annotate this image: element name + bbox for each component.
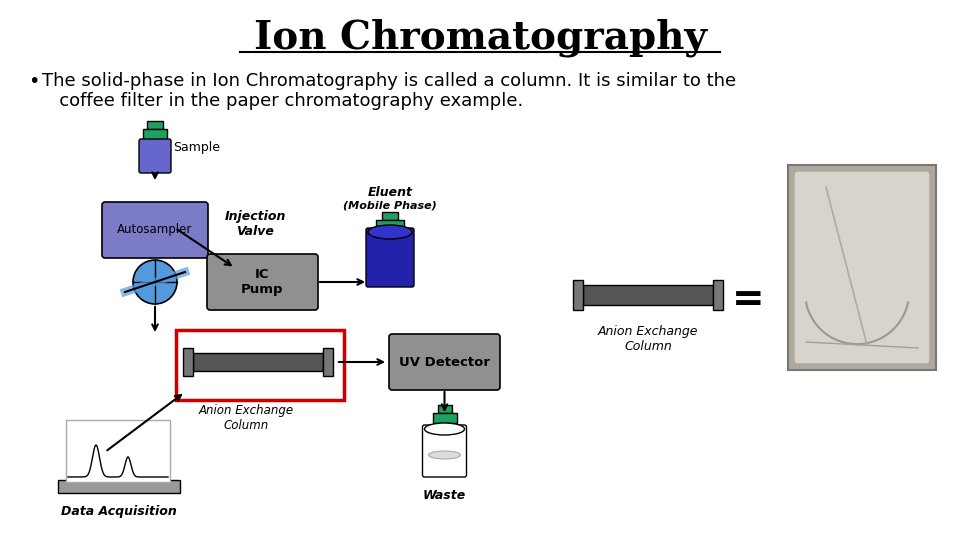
FancyBboxPatch shape xyxy=(207,254,318,310)
Text: (Mobile Phase): (Mobile Phase) xyxy=(343,201,437,211)
Text: Autosampler: Autosampler xyxy=(117,224,193,237)
Bar xyxy=(183,348,193,376)
Ellipse shape xyxy=(424,423,465,435)
Text: Sample: Sample xyxy=(173,140,220,153)
Bar xyxy=(66,420,170,482)
Ellipse shape xyxy=(368,225,412,239)
Text: Eluent: Eluent xyxy=(368,186,413,199)
Bar xyxy=(433,413,457,423)
Text: Ion Chromatography: Ion Chromatography xyxy=(253,19,707,57)
Text: =: = xyxy=(732,281,764,319)
Text: Data Acquisition: Data Acquisition xyxy=(61,505,177,518)
Text: Anion Exchange
Column: Anion Exchange Column xyxy=(199,404,294,432)
Ellipse shape xyxy=(428,451,461,459)
FancyBboxPatch shape xyxy=(366,228,414,287)
Bar xyxy=(788,165,936,370)
Bar xyxy=(147,121,163,129)
Bar xyxy=(382,212,398,220)
FancyBboxPatch shape xyxy=(389,334,500,390)
FancyBboxPatch shape xyxy=(102,202,208,258)
Bar xyxy=(376,220,404,230)
Text: UV Detector: UV Detector xyxy=(399,355,490,368)
Bar xyxy=(573,280,583,310)
FancyBboxPatch shape xyxy=(139,139,171,173)
Text: IC
Pump: IC Pump xyxy=(241,268,284,296)
Bar xyxy=(713,280,723,310)
Bar xyxy=(438,405,451,413)
FancyBboxPatch shape xyxy=(422,425,467,477)
Bar xyxy=(58,480,180,493)
Circle shape xyxy=(133,260,177,304)
Bar xyxy=(176,330,344,400)
Text: Anion Exchange
Column: Anion Exchange Column xyxy=(598,325,698,353)
Text: •: • xyxy=(28,72,39,91)
Text: Injection
Valve: Injection Valve xyxy=(225,210,286,238)
Bar xyxy=(143,129,167,141)
FancyBboxPatch shape xyxy=(794,171,930,364)
Bar xyxy=(583,285,713,305)
Text: coffee filter in the paper chromatography example.: coffee filter in the paper chromatograph… xyxy=(42,92,523,110)
Bar xyxy=(323,348,333,376)
Text: Waste: Waste xyxy=(422,489,467,502)
Text: The solid-phase in Ion Chromatography is called a column. It is similar to the: The solid-phase in Ion Chromatography is… xyxy=(42,72,736,90)
Bar xyxy=(193,353,323,371)
